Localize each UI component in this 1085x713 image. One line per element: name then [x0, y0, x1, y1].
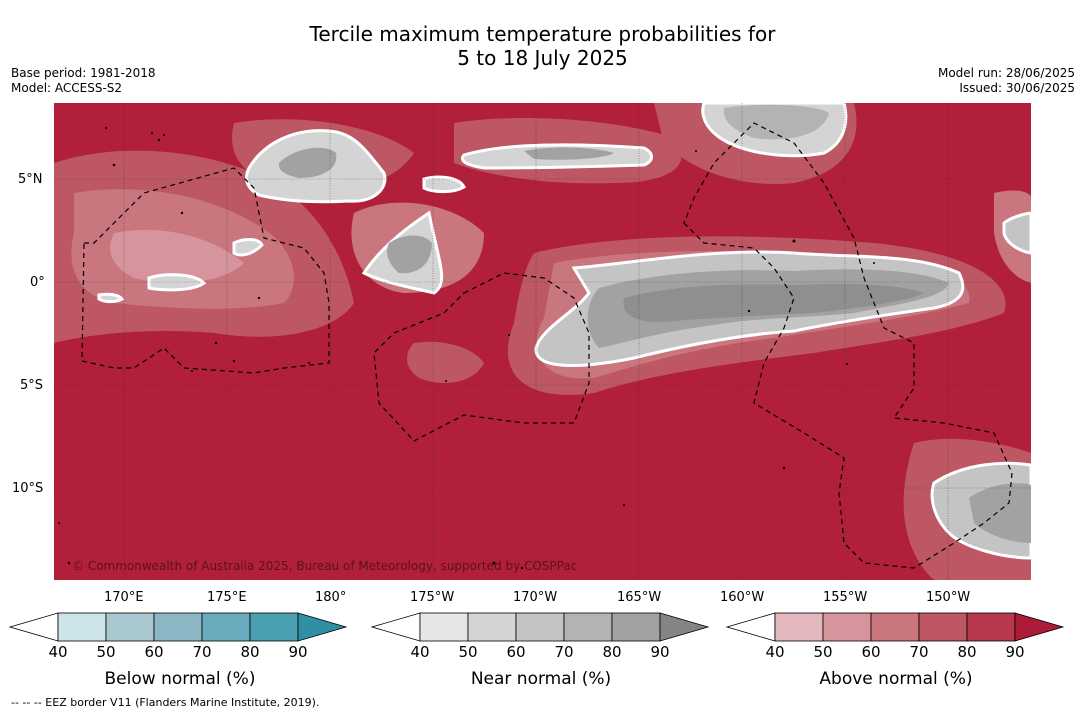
above-normal-label: Above normal (%) — [819, 669, 973, 689]
colorbar-tick-label: 60 — [144, 643, 164, 661]
lat-label-5s: 5°S — [20, 378, 44, 393]
colorbar-segment — [870, 612, 920, 642]
colorbar-segment — [611, 612, 661, 642]
colorbar-tick-label: 60 — [506, 643, 526, 661]
islands — [58, 127, 875, 570]
lon-label-150w: 150°W — [926, 590, 971, 605]
colorbar-segment — [105, 612, 155, 642]
near-normal-core — [278, 104, 1031, 543]
eez-borders — [81, 122, 1013, 569]
colorbar-segment — [201, 612, 251, 642]
colorbar-low-extension — [370, 612, 421, 642]
colorbar-tick-label: 40 — [410, 643, 430, 661]
lon-label-155w: 155°W — [823, 590, 868, 605]
eez-border-note: -- -- -- EEZ border V11 (Flanders Marine… — [11, 696, 320, 709]
lon-label-165w: 165°W — [617, 590, 662, 605]
colorbar-tick-label: 90 — [1005, 643, 1025, 661]
colorbar-segment — [966, 612, 1016, 642]
lon-label-175e: 175°E — [207, 590, 247, 605]
colorbar-tick-label: 60 — [861, 643, 881, 661]
lon-label-160w: 160°W — [720, 590, 765, 605]
lat-label-10s: 10°S — [12, 481, 44, 496]
colorbar-high-extension — [659, 612, 710, 642]
near-normal-colorbar — [370, 612, 710, 642]
colorbar-segment — [515, 612, 565, 642]
colorbar-segment — [57, 612, 107, 642]
model-run-label: Model run: 28/06/2025 — [937, 66, 1075, 80]
colorbar-tick-label: 70 — [909, 643, 929, 661]
lon-label-175w: 175°W — [410, 590, 455, 605]
colorbar-segment — [419, 612, 469, 642]
colorbar-tick-label: 40 — [48, 643, 68, 661]
above-normal-colorbar — [725, 612, 1065, 642]
forecast-map: © Commonwealth of Australia 2025, Bureau… — [54, 103, 1031, 580]
colorbar-high-extension — [1014, 612, 1065, 642]
colorbar-tick-label: 70 — [554, 643, 574, 661]
below-normal-colorbar — [8, 612, 348, 642]
colorbar-segment — [153, 612, 203, 642]
colorbar-segment — [918, 612, 968, 642]
below-normal-label: Below normal (%) — [104, 669, 256, 689]
base-period-label: Base period: 1981-2018 — [11, 66, 156, 80]
copyright-text: © Commonwealth of Australia 2025, Bureau… — [72, 559, 577, 573]
lat-label-0: 0° — [30, 275, 45, 290]
lon-label-180: 180° — [315, 590, 347, 605]
colorbar-low-extension — [725, 612, 776, 642]
colorbar-segment — [249, 612, 299, 642]
colorbar-tick-label: 70 — [192, 643, 212, 661]
colorbar-low-extension — [8, 612, 59, 642]
colorbar-tick-label: 50 — [96, 643, 116, 661]
colorbar-segment — [774, 612, 824, 642]
colorbar-tick-label: 50 — [813, 643, 833, 661]
colorbar-tick-label: 90 — [650, 643, 670, 661]
colorbar-tick-label: 50 — [458, 643, 478, 661]
graticule — [54, 103, 1031, 580]
colorbar-tick-label: 80 — [602, 643, 622, 661]
colorbar-tick-label: 40 — [765, 643, 785, 661]
lon-label-170e: 170°E — [104, 590, 144, 605]
lat-label-5n: 5°N — [18, 172, 43, 187]
colorbar-segment — [822, 612, 872, 642]
colorbar-segment — [563, 612, 613, 642]
issued-label: Issued: 30/06/2025 — [959, 81, 1075, 95]
map-title-line2: 5 to 18 July 2025 — [457, 46, 628, 70]
model-label: Model: ACCESS-S2 — [11, 81, 123, 95]
map-title-line1: Tercile maximum temperature probabilitie… — [309, 22, 776, 46]
colorbar-tick-label: 90 — [288, 643, 308, 661]
colorbar-tick-label: 80 — [957, 643, 977, 661]
colorbar-tick-label: 80 — [240, 643, 260, 661]
colorbar-high-extension — [297, 612, 348, 642]
lon-label-170w: 170°W — [513, 590, 558, 605]
colorbar-segment — [467, 612, 517, 642]
near-normal-label: Near normal (%) — [470, 669, 612, 689]
